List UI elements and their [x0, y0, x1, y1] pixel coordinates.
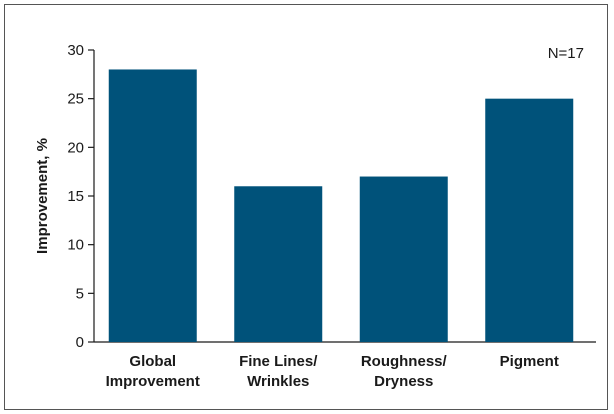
y-axis-title: Improvement, %: [34, 138, 51, 254]
x-category-label: Roughness/: [361, 353, 448, 370]
y-tick-label: 20: [67, 139, 84, 156]
bar-1: [234, 186, 323, 342]
y-tick-label: 15: [67, 188, 84, 205]
y-tick-label: 5: [76, 285, 84, 302]
y-tick-label: 30: [67, 42, 84, 59]
x-category-label: Pigment: [500, 353, 559, 370]
x-category-label: Improvement: [106, 373, 200, 390]
category-labels: Global Improvement Fine Lines/Wrinkles Roug…: [106, 353, 559, 390]
y-tick-label: 0: [76, 334, 84, 351]
x-category-label: Dryness: [374, 373, 433, 390]
bar-3: [485, 98, 574, 343]
x-category-label: Fine Lines/: [239, 353, 318, 370]
y-tick-label: 10: [67, 237, 84, 254]
bar-2: [359, 176, 448, 342]
y-axis: 0 5 10 15 20 25 30: [67, 42, 95, 351]
x-category-label: Global: [129, 353, 176, 370]
x-category-label: Wrinkles: [247, 373, 309, 390]
y-tick-label: 25: [67, 91, 84, 108]
bars: [108, 69, 574, 343]
sample-size-annotation: N=17: [548, 45, 584, 62]
bar-0: [108, 69, 197, 342]
